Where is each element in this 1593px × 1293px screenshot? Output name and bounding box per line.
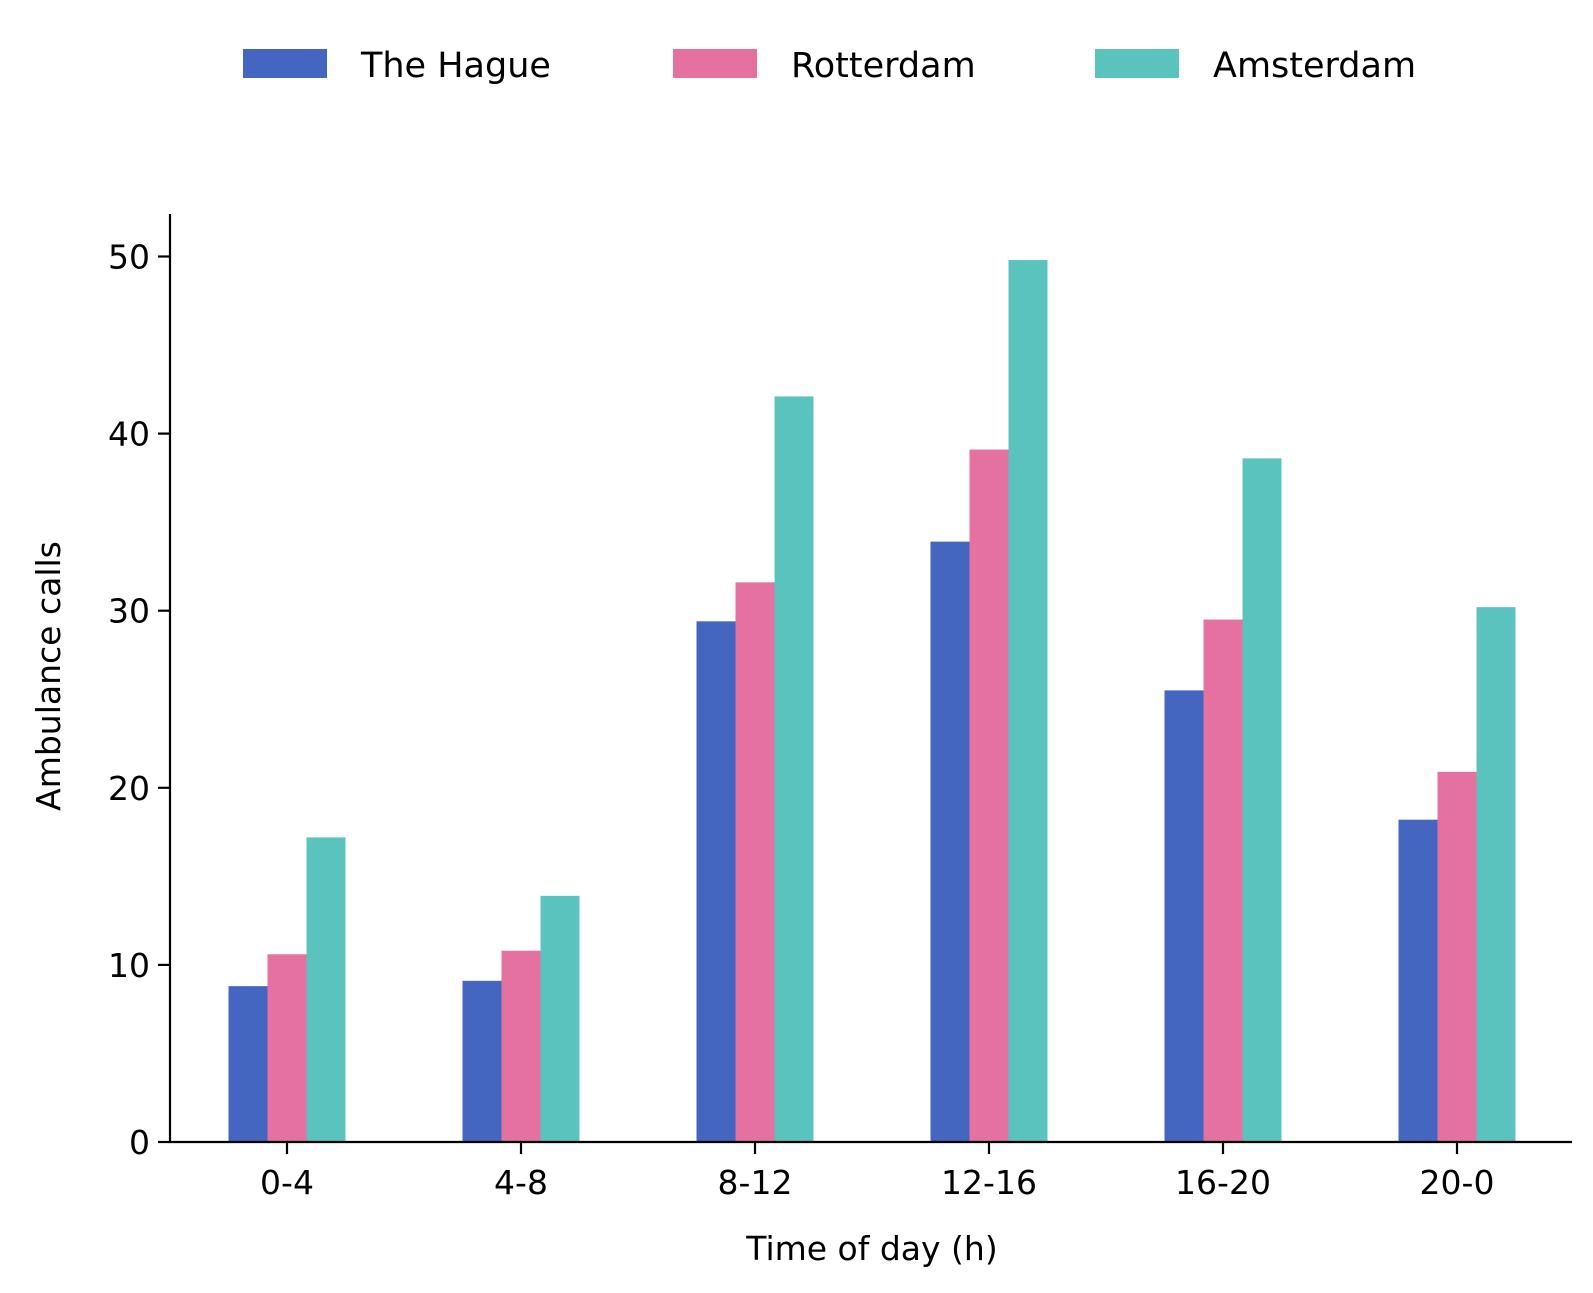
bar-the-hague-8-12 bbox=[696, 621, 736, 1142]
bar-rotterdam-0-4 bbox=[267, 954, 307, 1142]
legend-swatch bbox=[673, 49, 757, 78]
bar-amsterdam-12-16 bbox=[1008, 260, 1048, 1143]
bar-amsterdam-8-12 bbox=[774, 396, 814, 1142]
bar-rotterdam-4-8 bbox=[501, 950, 541, 1142]
x-axis: 0-4 4-8 8-12 12-16 16-20 20-0 bbox=[169, 1140, 1572, 1202]
bar-rotterdam-16-20 bbox=[1203, 619, 1243, 1142]
legend-swatch bbox=[243, 49, 327, 78]
bars bbox=[228, 260, 1516, 1143]
y-tick-label: 0 bbox=[129, 1123, 150, 1162]
bar-amsterdam-20-0 bbox=[1476, 607, 1516, 1142]
bar-rotterdam-8-12 bbox=[735, 582, 775, 1142]
bar-the-hague-0-4 bbox=[228, 986, 268, 1142]
x-tick-label: 16-20 bbox=[1175, 1163, 1271, 1202]
legend-swatch bbox=[1095, 49, 1179, 78]
bar-amsterdam-0-4 bbox=[306, 837, 346, 1142]
bar-rotterdam-12-16 bbox=[969, 449, 1009, 1142]
y-axis: 0 10 20 30 40 50 bbox=[108, 214, 172, 1162]
legend-label: Amsterdam bbox=[1213, 46, 1416, 86]
x-axis-title: Time of day (h) bbox=[745, 1229, 997, 1268]
x-tick-label: 4-8 bbox=[494, 1163, 548, 1202]
y-tick-label: 40 bbox=[108, 415, 150, 454]
legend-label: The Hague bbox=[360, 46, 551, 86]
legend-label: Rotterdam bbox=[791, 46, 976, 86]
bar-amsterdam-16-20 bbox=[1242, 458, 1282, 1142]
legend-item-rotterdam: Rotterdam bbox=[673, 46, 976, 86]
x-tick-label: 0-4 bbox=[260, 1163, 314, 1202]
bar-the-hague-4-8 bbox=[462, 980, 502, 1142]
y-axis-title: Ambulance calls bbox=[29, 541, 68, 811]
legend-item-the-hague: The Hague bbox=[243, 46, 551, 86]
legend: The Hague Rotterdam Amsterdam bbox=[243, 46, 1416, 86]
legend-item-amsterdam: Amsterdam bbox=[1095, 46, 1416, 86]
x-tick-label: 12-16 bbox=[941, 1163, 1037, 1202]
bar-the-hague-16-20 bbox=[1164, 690, 1204, 1142]
x-tick-label: 8-12 bbox=[718, 1163, 793, 1202]
bar-rotterdam-20-0 bbox=[1437, 771, 1477, 1142]
bar-amsterdam-4-8 bbox=[540, 895, 580, 1142]
y-tick-label: 30 bbox=[108, 592, 150, 631]
y-tick-label: 20 bbox=[108, 769, 150, 808]
x-tick-label: 20-0 bbox=[1420, 1163, 1495, 1202]
bar-the-hague-20-0 bbox=[1398, 819, 1438, 1142]
y-tick-label: 50 bbox=[108, 238, 150, 277]
bar-the-hague-12-16 bbox=[930, 541, 970, 1142]
y-tick-label: 10 bbox=[108, 946, 150, 985]
